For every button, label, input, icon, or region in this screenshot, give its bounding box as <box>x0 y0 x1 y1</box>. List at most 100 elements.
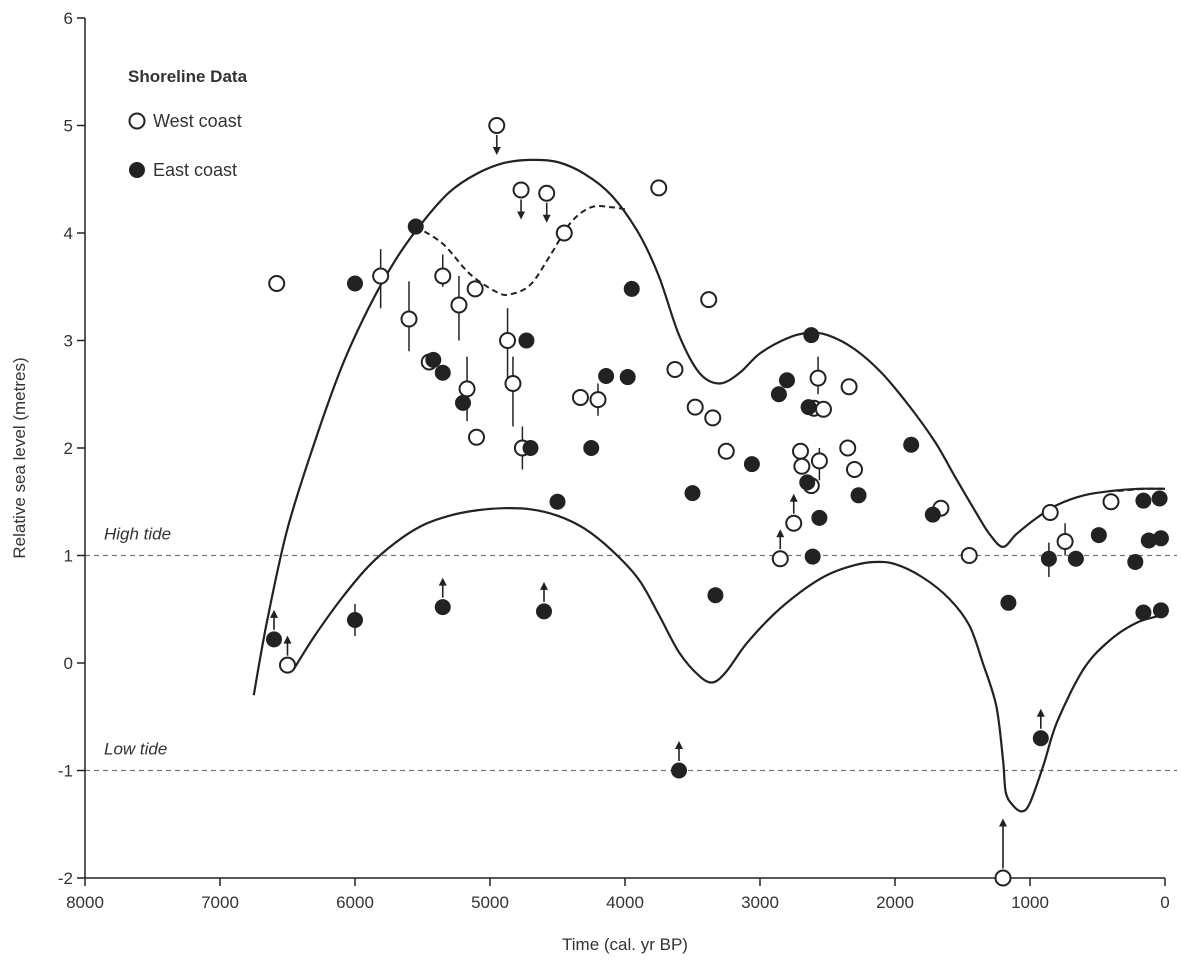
legend-title: Shoreline Data <box>128 67 248 86</box>
point-east-coast <box>1090 527 1107 544</box>
point-east-coast <box>811 509 828 526</box>
point-west-coast <box>279 656 296 674</box>
arrow-up-head <box>1036 708 1045 717</box>
low-tide-label: Low tide <box>104 740 167 759</box>
point-west-coast <box>814 400 832 418</box>
point-west-coast <box>793 457 811 475</box>
point-west-coast <box>434 267 452 285</box>
point-west-coast <box>589 391 607 409</box>
point-west-coast <box>538 184 556 202</box>
point-west-coast <box>466 280 484 298</box>
y-tick-label: 5 <box>64 117 73 136</box>
y-axis-title: Relative sea level (metres) <box>10 357 29 558</box>
point-east-coast <box>623 280 640 297</box>
point-west-coast <box>468 428 485 446</box>
point-west-coast <box>846 461 863 478</box>
arrow-up-head <box>540 581 548 590</box>
arrow-up-head <box>999 818 1007 827</box>
legend-label-east: East coast <box>153 160 237 180</box>
point-west-coast <box>512 181 530 199</box>
point-west-coast <box>571 388 589 406</box>
point-east-coast <box>903 436 920 453</box>
point-west-coast <box>792 442 809 460</box>
arrow-up-head <box>283 635 292 644</box>
point-east-coast <box>779 372 795 389</box>
point-west-coast <box>809 369 827 387</box>
y-tick-label: -2 <box>58 869 73 888</box>
x-tick-label: 3000 <box>741 893 779 912</box>
arrow-up-head <box>270 609 278 618</box>
point-west-coast <box>810 452 828 470</box>
point-west-coast <box>504 375 522 392</box>
point-east-coast <box>803 327 820 344</box>
point-west-coast <box>704 409 722 427</box>
y-tick-label: 1 <box>64 547 73 566</box>
arrow-up-head <box>675 741 683 749</box>
curve-upper <box>252 158 1166 696</box>
point-east-coast <box>804 548 821 565</box>
point-west-coast <box>488 117 506 134</box>
y-tick-label: -1 <box>58 762 73 781</box>
legend: Shoreline Data West coast East coast <box>128 67 248 180</box>
point-east-coast <box>536 603 552 620</box>
x-axis-title: Time (cal. yr BP) <box>562 935 688 954</box>
point-east-coast <box>1140 532 1157 549</box>
point-east-coast <box>347 275 363 292</box>
point-west-coast <box>994 869 1012 887</box>
x-tick-label: 2000 <box>876 893 914 912</box>
point-east-coast <box>1151 490 1168 507</box>
y-tick-label: 3 <box>64 332 73 351</box>
point-east-coast <box>583 440 600 456</box>
point-east-coast <box>425 351 442 368</box>
point-west-coast <box>1102 493 1120 511</box>
point-west-coast <box>686 398 704 416</box>
point-west-coast <box>839 439 857 457</box>
point-west-coast <box>499 332 517 349</box>
point-west-coast <box>700 291 718 309</box>
data-points <box>266 117 1169 887</box>
arrow-up-head <box>789 493 798 502</box>
x-tick-label: 1000 <box>1011 893 1049 912</box>
legend-label-west: West coast <box>153 111 242 131</box>
x-tick-label: 7000 <box>201 893 239 912</box>
point-west-coast <box>1056 533 1074 551</box>
point-west-coast <box>650 179 668 197</box>
point-east-coast <box>1032 730 1049 747</box>
point-west-coast <box>555 224 573 242</box>
point-east-coast <box>1135 492 1152 509</box>
point-west-coast <box>372 267 390 285</box>
point-west-coast <box>458 380 476 398</box>
legend-marker-east <box>129 162 145 178</box>
point-east-coast <box>522 440 539 456</box>
y-tick-label: 2 <box>64 439 73 458</box>
point-east-coast <box>1000 594 1017 611</box>
point-west-coast <box>960 547 978 564</box>
arrow-down-head <box>492 147 501 155</box>
point-west-coast <box>450 296 468 314</box>
arrow-down-head <box>517 211 526 220</box>
arrow-down-head <box>542 214 551 223</box>
axes: -2 -1 0 1 2 3 4 5 6 8000 7000 6000 5000 4000 3000 2000 1… <box>58 9 1170 912</box>
point-east-coast <box>850 487 867 504</box>
x-tick-label: 0 <box>1160 893 1169 912</box>
curve-alternative <box>415 204 626 297</box>
point-east-coast <box>684 485 701 502</box>
point-east-coast <box>619 369 636 386</box>
point-east-coast <box>455 394 471 411</box>
y-tick-label: 4 <box>64 224 73 243</box>
y-tick-label: 6 <box>64 9 73 28</box>
point-west-coast <box>400 310 418 328</box>
point-east-coast <box>1135 604 1152 621</box>
high-tide-label: High tide <box>104 525 171 544</box>
point-east-coast <box>518 332 535 349</box>
point-east-coast <box>924 506 941 523</box>
point-west-coast <box>1041 504 1059 521</box>
legend-marker-west <box>128 112 146 130</box>
curve-tail-dashed <box>1117 487 1166 492</box>
arrow-up-head <box>438 577 447 586</box>
x-tick-label: 4000 <box>606 893 644 912</box>
x-tick-label: 5000 <box>471 893 509 912</box>
point-east-coast <box>407 218 424 235</box>
y-tick-label: 0 <box>64 654 73 673</box>
point-east-coast <box>266 631 282 648</box>
